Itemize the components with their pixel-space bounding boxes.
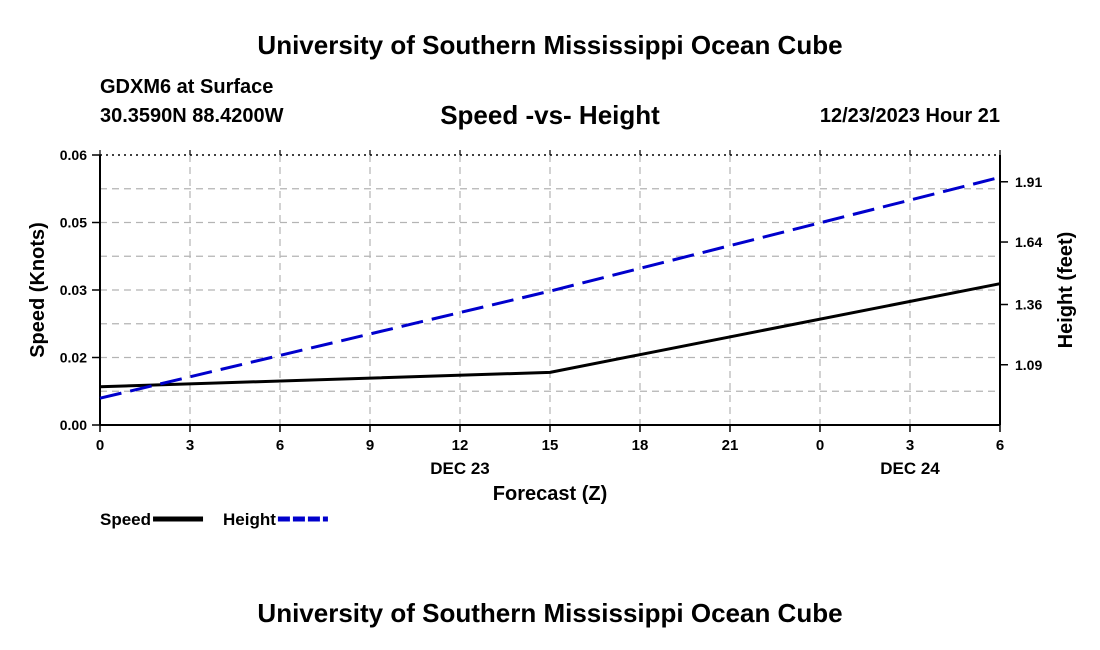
y-axis-label-right: Height (feet) — [1055, 232, 1077, 349]
station-label: GDXM6 at Surface — [100, 76, 274, 98]
x-tick-label: 9 — [366, 437, 374, 454]
forecast-timestamp: 12/23/2023 Hour 21 — [819, 105, 1000, 127]
y-tick-label-right: 1.91 — [1015, 174, 1042, 190]
y-tick-label-right: 1.36 — [1015, 297, 1042, 313]
y-tick-label-left: 0.02 — [60, 350, 87, 366]
y-tick-label-left: 0.06 — [60, 147, 87, 163]
x-tick-label: 0 — [96, 437, 104, 454]
station-coordinates: 30.3590N 88.4200W — [100, 105, 284, 127]
x-tick-label: 18 — [632, 437, 649, 454]
y-axis-label-left: Speed (Knots) — [27, 222, 49, 358]
x-date-label: DEC 23 — [430, 459, 490, 478]
chart-title: Speed -vs- Height — [440, 100, 660, 130]
y-tick-label-left: 0.03 — [60, 282, 87, 298]
x-tick-label: 21 — [722, 437, 739, 454]
x-axis-label: Forecast (Z) — [493, 483, 607, 505]
series-line-speed — [99, 282, 1001, 389]
x-tick-label: 0 — [816, 437, 824, 454]
y-tick-label-right: 1.09 — [1015, 357, 1042, 373]
x-tick-label: 3 — [186, 437, 194, 454]
page-title: University of Southern Mississippi Ocean… — [257, 30, 843, 60]
legend-label-height: Height — [223, 510, 276, 529]
y-tick-label-left: 0.05 — [60, 215, 87, 231]
x-tick-label: 6 — [996, 437, 1004, 454]
y-tick-label-right: 1.64 — [1015, 234, 1042, 250]
x-tick-label: 3 — [906, 437, 914, 454]
x-date-label: DEC 24 — [880, 459, 940, 478]
y-tick-label-left: 0.00 — [60, 417, 87, 433]
x-tick-label: 12 — [452, 437, 469, 454]
legend-label-speed: Speed — [100, 510, 151, 529]
x-tick-label: 6 — [276, 437, 284, 454]
footer-title: University of Southern Mississippi Ocean… — [257, 598, 843, 628]
x-tick-label: 15 — [542, 437, 559, 454]
